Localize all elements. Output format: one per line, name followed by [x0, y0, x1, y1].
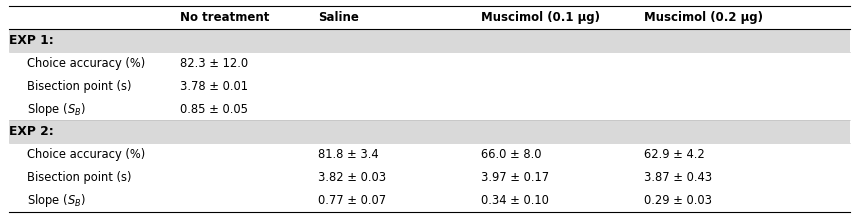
- Text: 0.85 ± 0.05: 0.85 ± 0.05: [180, 103, 248, 116]
- Text: EXP 1:: EXP 1:: [9, 34, 53, 47]
- Text: 0.34 ± 0.10: 0.34 ± 0.10: [481, 194, 549, 207]
- Text: Bisection point (s): Bisection point (s): [27, 171, 132, 184]
- Text: 3.87 ± 0.43: 3.87 ± 0.43: [644, 171, 712, 184]
- Bar: [9, 98, 850, 121]
- Bar: [9, 75, 850, 98]
- Text: EXP 2:: EXP 2:: [9, 125, 53, 138]
- Text: 66.0 ± 8.0: 66.0 ± 8.0: [481, 148, 541, 161]
- Text: 62.9 ± 4.2: 62.9 ± 4.2: [644, 148, 705, 161]
- Text: Slope ($S_B$): Slope ($S_B$): [27, 192, 86, 209]
- Text: Slope ($S_B$): Slope ($S_B$): [27, 101, 86, 118]
- Text: 81.8 ± 3.4: 81.8 ± 3.4: [318, 148, 379, 161]
- Bar: [9, 52, 850, 75]
- Text: 3.82 ± 0.03: 3.82 ± 0.03: [318, 171, 386, 184]
- Text: Bisection point (s): Bisection point (s): [27, 80, 132, 93]
- Text: Choice accuracy (%): Choice accuracy (%): [27, 57, 146, 70]
- Text: 3.97 ± 0.17: 3.97 ± 0.17: [481, 171, 549, 184]
- Text: Muscimol (0.2 μg): Muscimol (0.2 μg): [644, 11, 764, 24]
- Text: Muscimol (0.1 μg): Muscimol (0.1 μg): [481, 11, 600, 24]
- Text: 0.77 ± 0.07: 0.77 ± 0.07: [318, 194, 386, 207]
- Text: 82.3 ± 12.0: 82.3 ± 12.0: [180, 57, 248, 70]
- Text: 0.29 ± 0.03: 0.29 ± 0.03: [644, 194, 712, 207]
- Bar: [9, 29, 850, 52]
- Bar: [9, 143, 850, 166]
- Text: Choice accuracy (%): Choice accuracy (%): [27, 148, 146, 161]
- Text: Saline: Saline: [318, 11, 359, 24]
- Bar: [9, 166, 850, 189]
- Text: No treatment: No treatment: [180, 11, 270, 24]
- Bar: [9, 6, 850, 29]
- Text: 3.78 ± 0.01: 3.78 ± 0.01: [180, 80, 248, 93]
- Bar: [9, 121, 850, 143]
- Bar: [9, 189, 850, 212]
